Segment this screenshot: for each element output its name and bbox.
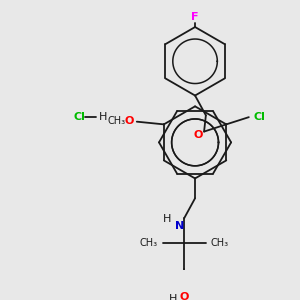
- Text: O: O: [125, 116, 134, 126]
- Text: Cl: Cl: [253, 112, 265, 122]
- Text: CH₃: CH₃: [108, 116, 126, 126]
- Text: O: O: [180, 292, 189, 300]
- Text: H: H: [163, 214, 172, 224]
- Text: H: H: [99, 112, 107, 122]
- Text: F: F: [191, 12, 199, 22]
- Text: Cl: Cl: [74, 112, 85, 122]
- Text: CH₃: CH₃: [210, 238, 229, 248]
- Text: H: H: [169, 294, 177, 300]
- Text: O: O: [193, 130, 203, 140]
- Text: CH₃: CH₃: [140, 238, 158, 248]
- Text: N: N: [175, 221, 184, 231]
